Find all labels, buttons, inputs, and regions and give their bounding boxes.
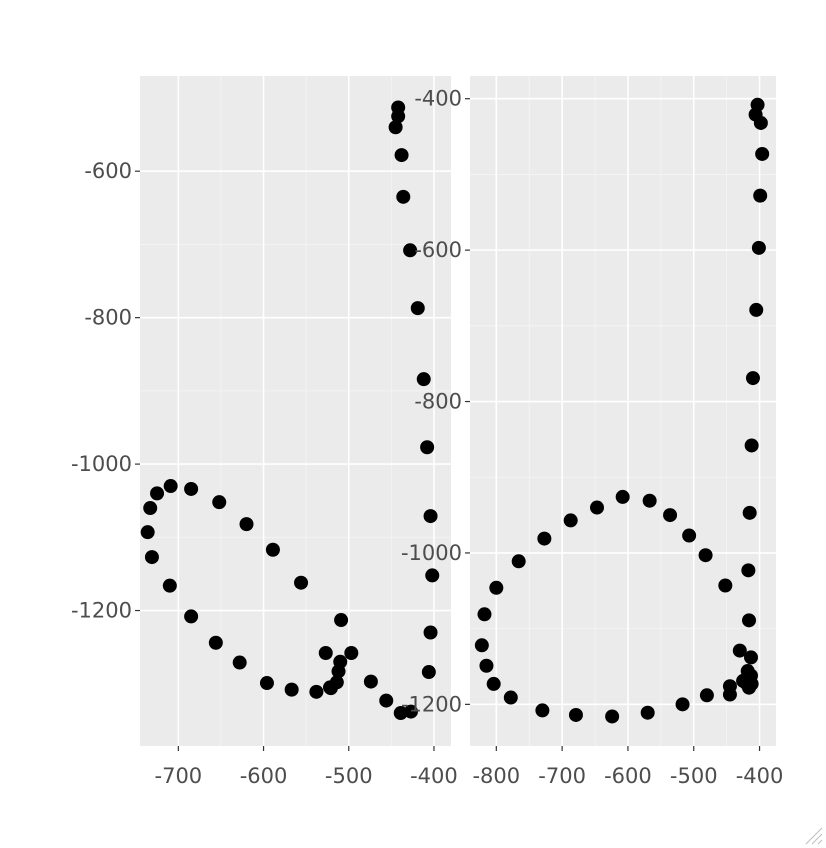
scatter-point	[150, 486, 165, 501]
scatter-point	[394, 148, 409, 163]
scatter-point	[309, 684, 324, 699]
scatter-point	[615, 489, 630, 504]
scatter-point	[393, 706, 408, 721]
scatter-point	[265, 542, 280, 557]
scatter-point	[742, 613, 757, 628]
left-panel: -700 -600 -500 -400 -600 -800 -1000 -1200	[71, 76, 458, 788]
scatter-point	[259, 676, 274, 691]
scatter-point	[423, 509, 438, 524]
scatter-point	[479, 658, 494, 673]
scatter-point	[663, 508, 678, 523]
scatter-point	[699, 688, 714, 703]
scatter-point	[331, 664, 346, 679]
y-tick-label: -600	[84, 159, 132, 183]
scatter-point	[745, 371, 760, 386]
y-tick-label: -800	[84, 306, 132, 330]
scatter-point	[323, 680, 338, 695]
scatter-point	[144, 550, 159, 565]
x-tick-label: -600	[604, 764, 652, 788]
y-tick-label: -1000	[401, 541, 462, 565]
right-panel: -800 -700 -600 -500 -400 -400 -600 -800 -1000 -12…	[401, 76, 783, 788]
scatter-point	[232, 655, 247, 670]
scatter-point	[334, 613, 349, 628]
x-tick-label: -400	[410, 764, 458, 788]
scatter-point	[344, 646, 359, 661]
scatter-point	[162, 578, 177, 593]
scatter-point	[642, 493, 657, 508]
scatter-point	[742, 505, 757, 520]
x-tick-label: -500	[325, 764, 373, 788]
scatter-point	[698, 548, 713, 563]
scatter-point	[143, 501, 158, 516]
scatter-point	[742, 680, 757, 695]
scatter-point	[294, 575, 309, 590]
scatter-point	[363, 674, 378, 689]
x-tick-label: -700	[155, 764, 203, 788]
scatter-point	[477, 607, 492, 622]
scatter-point	[751, 240, 766, 255]
scatter-point	[753, 188, 768, 203]
scatter-point	[511, 554, 526, 569]
x-tick-label: -800	[472, 764, 520, 788]
scatter-point	[379, 693, 394, 708]
y-tick-label: -600	[414, 238, 462, 262]
scatter-point	[474, 638, 489, 653]
scatter-point	[184, 609, 199, 624]
scatter-point	[749, 302, 764, 317]
scatter-point	[420, 440, 435, 455]
panel-background	[140, 76, 451, 746]
scatter-point	[486, 676, 501, 691]
scatter-point	[753, 115, 768, 130]
scatter-point	[537, 531, 552, 546]
scatter-point	[489, 580, 504, 595]
y-tick-label: -1000	[71, 452, 132, 476]
y-tick-label: -1200	[401, 692, 462, 716]
scatter-point	[535, 703, 550, 718]
scatter-point	[503, 690, 518, 705]
scatter-point	[416, 372, 431, 387]
scatter-point	[184, 481, 199, 496]
y-tick-label: -400	[414, 87, 462, 111]
scatter-point	[675, 697, 690, 712]
scatter-point	[640, 705, 655, 720]
panel-background	[470, 76, 776, 746]
scatter-point	[318, 646, 333, 661]
scatter-point	[732, 643, 747, 658]
y-tick-label: -1200	[71, 599, 132, 623]
scatter-point	[718, 578, 733, 593]
scatter-point	[410, 301, 425, 316]
scatter-point	[755, 146, 770, 161]
scatter-point	[284, 682, 299, 697]
scatter-point	[563, 513, 578, 528]
x-tick-label: -400	[736, 764, 784, 788]
scatter-point	[391, 109, 406, 124]
scatter-point	[396, 189, 411, 204]
scatter-point	[208, 635, 223, 650]
x-tick-label: -600	[240, 764, 288, 788]
x-tick-label: -700	[538, 764, 586, 788]
scatter-point	[722, 679, 737, 694]
scatter-point	[212, 495, 227, 510]
scatter-point	[388, 120, 403, 135]
scatter-point	[421, 665, 436, 680]
y-tick-label: -800	[414, 390, 462, 414]
x-tick-label: -500	[670, 764, 718, 788]
scatter-point	[744, 438, 759, 453]
scatter-point	[163, 479, 178, 494]
scatter-point	[239, 517, 254, 532]
scatter-point	[423, 625, 438, 640]
scatter-point	[403, 243, 418, 258]
scatter-point	[741, 563, 756, 578]
scatter-point	[590, 500, 605, 515]
scatter-point	[568, 707, 583, 722]
scatter-point	[605, 709, 620, 724]
resize-grip-icon[interactable]	[805, 827, 823, 845]
scatter-point	[403, 704, 418, 719]
scatter-point	[682, 528, 697, 543]
scatter-point	[425, 568, 440, 583]
scatter-point	[743, 650, 758, 665]
scatter-point	[140, 525, 155, 540]
